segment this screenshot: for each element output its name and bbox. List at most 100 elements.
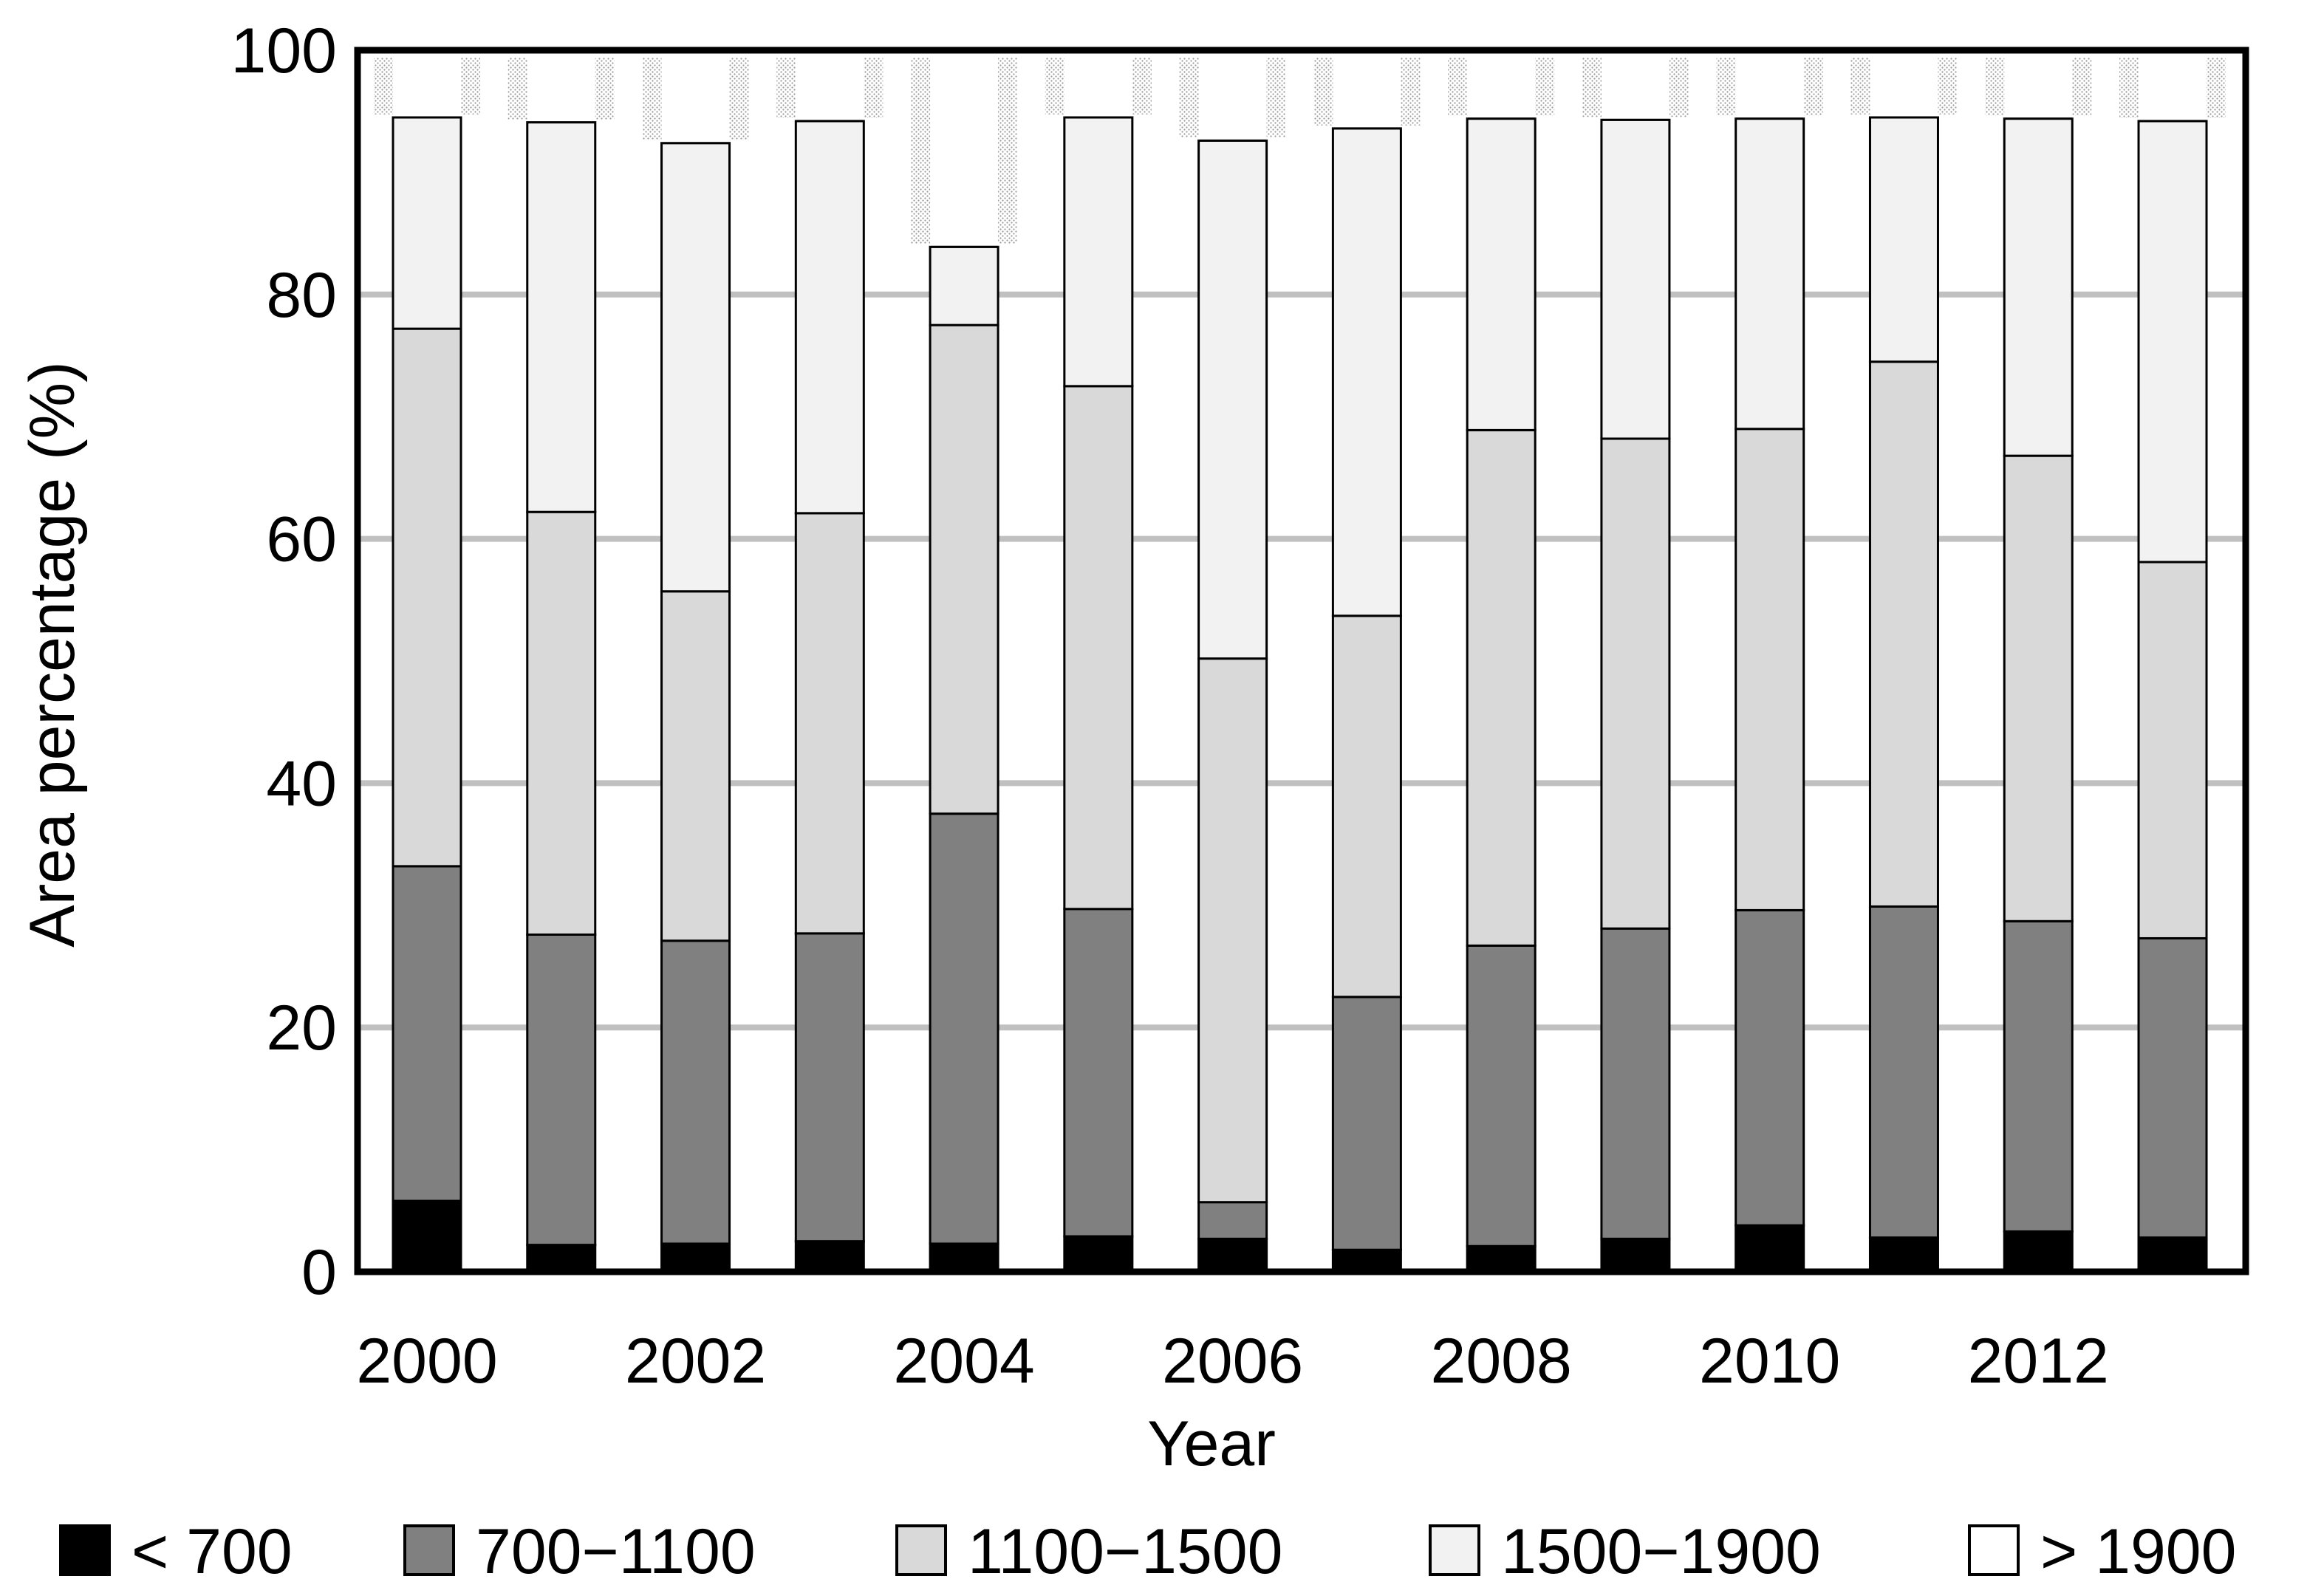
- bar-stack-2012: [1985, 50, 2092, 1273]
- bar-2008-1500-1900: [1466, 117, 1537, 431]
- legend-label-700-1100: 700−1100: [476, 1516, 756, 1587]
- bar-2003-1900: [796, 50, 864, 121]
- bar-2006-1100-1500: [1197, 657, 1268, 1204]
- bar-2012-1900: [2004, 50, 2073, 119]
- y-tick-labels: 0 20 40 60 80 100: [231, 16, 338, 1308]
- bar-2006-1900: [1198, 50, 1267, 141]
- bar-stack-2001: [507, 50, 615, 1273]
- legend-label-1100-1500: 1100−1500: [968, 1516, 1282, 1587]
- x-tick-label-2002: 2002: [625, 1326, 766, 1397]
- legend-label-1500-1900: 1500−1900: [1501, 1516, 1821, 1587]
- legend-swatch-700-1100: [403, 1524, 455, 1576]
- bar-2003-1100-1500: [794, 512, 865, 935]
- bar-2011-1500-1900: [1868, 116, 1939, 363]
- bar-2008-1100-1500: [1466, 428, 1537, 947]
- bar-2008-1900: [1467, 50, 1536, 119]
- bar-2009-1100-1500: [1600, 437, 1671, 930]
- bar-2001-1900: [527, 50, 595, 123]
- bar-2002-1900: [661, 50, 730, 143]
- bar-2005-700-1100: [1063, 908, 1134, 1238]
- bar-2002-1100-1500: [660, 590, 731, 942]
- bar-2005-1500-1900: [1063, 116, 1134, 388]
- bar-2002-700-1100: [660, 939, 731, 1245]
- bar-stack-2007: [1313, 50, 1421, 1273]
- bar-2003-700: [794, 1240, 865, 1273]
- x-tick-label-2000: 2000: [356, 1326, 497, 1397]
- bar-2006-1500-1900: [1197, 139, 1268, 660]
- bar-2013-700: [2137, 1236, 2208, 1273]
- bar-2001-700-1100: [526, 933, 597, 1247]
- legend-item-1100-1500: 1100−1500: [895, 1516, 1282, 1587]
- bar-stack-2002: [642, 50, 749, 1273]
- bar-2003-700-1100: [794, 932, 865, 1243]
- bar-2009-1900: [1601, 50, 1669, 120]
- x-tick-label-2008: 2008: [1430, 1326, 1571, 1397]
- bar-2004-1900: [930, 50, 999, 247]
- bar-stack-2009: [1582, 50, 1689, 1273]
- bar-2002-1500-1900: [660, 142, 731, 593]
- x-tick-label-2006: 2006: [1162, 1326, 1303, 1397]
- x-tick-label-2010: 2010: [1699, 1326, 1840, 1397]
- bar-2013-1900: [2139, 50, 2207, 121]
- bar-2003-1500-1900: [794, 120, 865, 515]
- bar-2007-1100-1500: [1331, 614, 1402, 999]
- bar-2011-700-1100: [1868, 905, 1939, 1239]
- bar-2004-700-1100: [929, 812, 999, 1245]
- bar-stack-2004: [911, 50, 1018, 1273]
- bar-2008-700: [1466, 1244, 1537, 1273]
- bar-2001-1500-1900: [526, 121, 597, 513]
- bar-stack-2013: [2119, 50, 2226, 1273]
- bar-2006-700: [1197, 1237, 1268, 1273]
- bar-2009-1500-1900: [1600, 118, 1671, 440]
- legend-item-700-1100: 700−1100: [403, 1516, 756, 1587]
- y-tick-label-40: 40: [266, 748, 337, 819]
- legend-item-1500-1900: 1500−1900: [1429, 1516, 1821, 1587]
- bar-2004-1500-1900: [929, 245, 999, 326]
- bar-2012-1100-1500: [2003, 454, 2074, 922]
- bar-2013-700-1100: [2137, 936, 2208, 1239]
- y-axis-label: Area percentage (%): [17, 361, 88, 948]
- y-tick-label-20: 20: [266, 993, 337, 1064]
- bar-2009-700-1100: [1600, 927, 1671, 1240]
- x-tick-label-2012: 2012: [1968, 1326, 2109, 1397]
- bar-2005-1100-1500: [1063, 385, 1134, 911]
- bar-2001-700: [526, 1244, 597, 1273]
- bar-2004-1100-1500: [929, 323, 999, 815]
- legend-swatch-1500-1900: [1429, 1524, 1480, 1576]
- bar-2008-700-1100: [1466, 944, 1537, 1247]
- bar-2011-1900: [1870, 50, 1938, 117]
- bar-2013-1500-1900: [2137, 120, 2208, 564]
- y-tick-label-100: 100: [231, 16, 338, 86]
- bar-2013-1100-1500: [2137, 561, 2208, 939]
- axes: [354, 47, 2249, 1275]
- y-tick-label-60: 60: [266, 504, 337, 575]
- bar-2000-1900: [393, 50, 461, 117]
- legend: < 700 700−1100 1100−1500 1500−1900 > 1900: [59, 1516, 2236, 1587]
- bar-2011-1100-1500: [1868, 360, 1939, 908]
- legend-label-700: < 700: [131, 1516, 293, 1587]
- x-tick-label-2004: 2004: [893, 1326, 1034, 1397]
- bar-2012-700-1100: [2003, 919, 2074, 1233]
- bar-stack-2000: [374, 50, 480, 1273]
- bar-2000-1100-1500: [392, 327, 462, 868]
- legend-item-700: < 700: [59, 1516, 293, 1587]
- bar-stack-2003: [776, 50, 884, 1273]
- bar-2009-700: [1600, 1237, 1671, 1273]
- bar-2010-700: [1735, 1224, 1805, 1273]
- bar-2010-1100-1500: [1735, 428, 1805, 911]
- legend-label-1900: > 1900: [2040, 1516, 2236, 1587]
- bar-stack-2006: [1179, 50, 1286, 1273]
- bar-2002-700: [660, 1242, 731, 1273]
- plot-frame: [354, 47, 2249, 1275]
- bar-2007-1900: [1333, 50, 1401, 129]
- bar-stack-2005: [1045, 50, 1152, 1273]
- bar-2012-1500-1900: [2003, 117, 2074, 457]
- bar-2005-700: [1063, 1235, 1134, 1273]
- x-axis-label: Year: [1147, 1408, 1276, 1479]
- bar-2010-700-1100: [1735, 908, 1805, 1227]
- bar-2007-1500-1900: [1331, 127, 1402, 617]
- bar-2012-700: [2003, 1230, 2074, 1273]
- bar-stack-2008: [1448, 50, 1555, 1273]
